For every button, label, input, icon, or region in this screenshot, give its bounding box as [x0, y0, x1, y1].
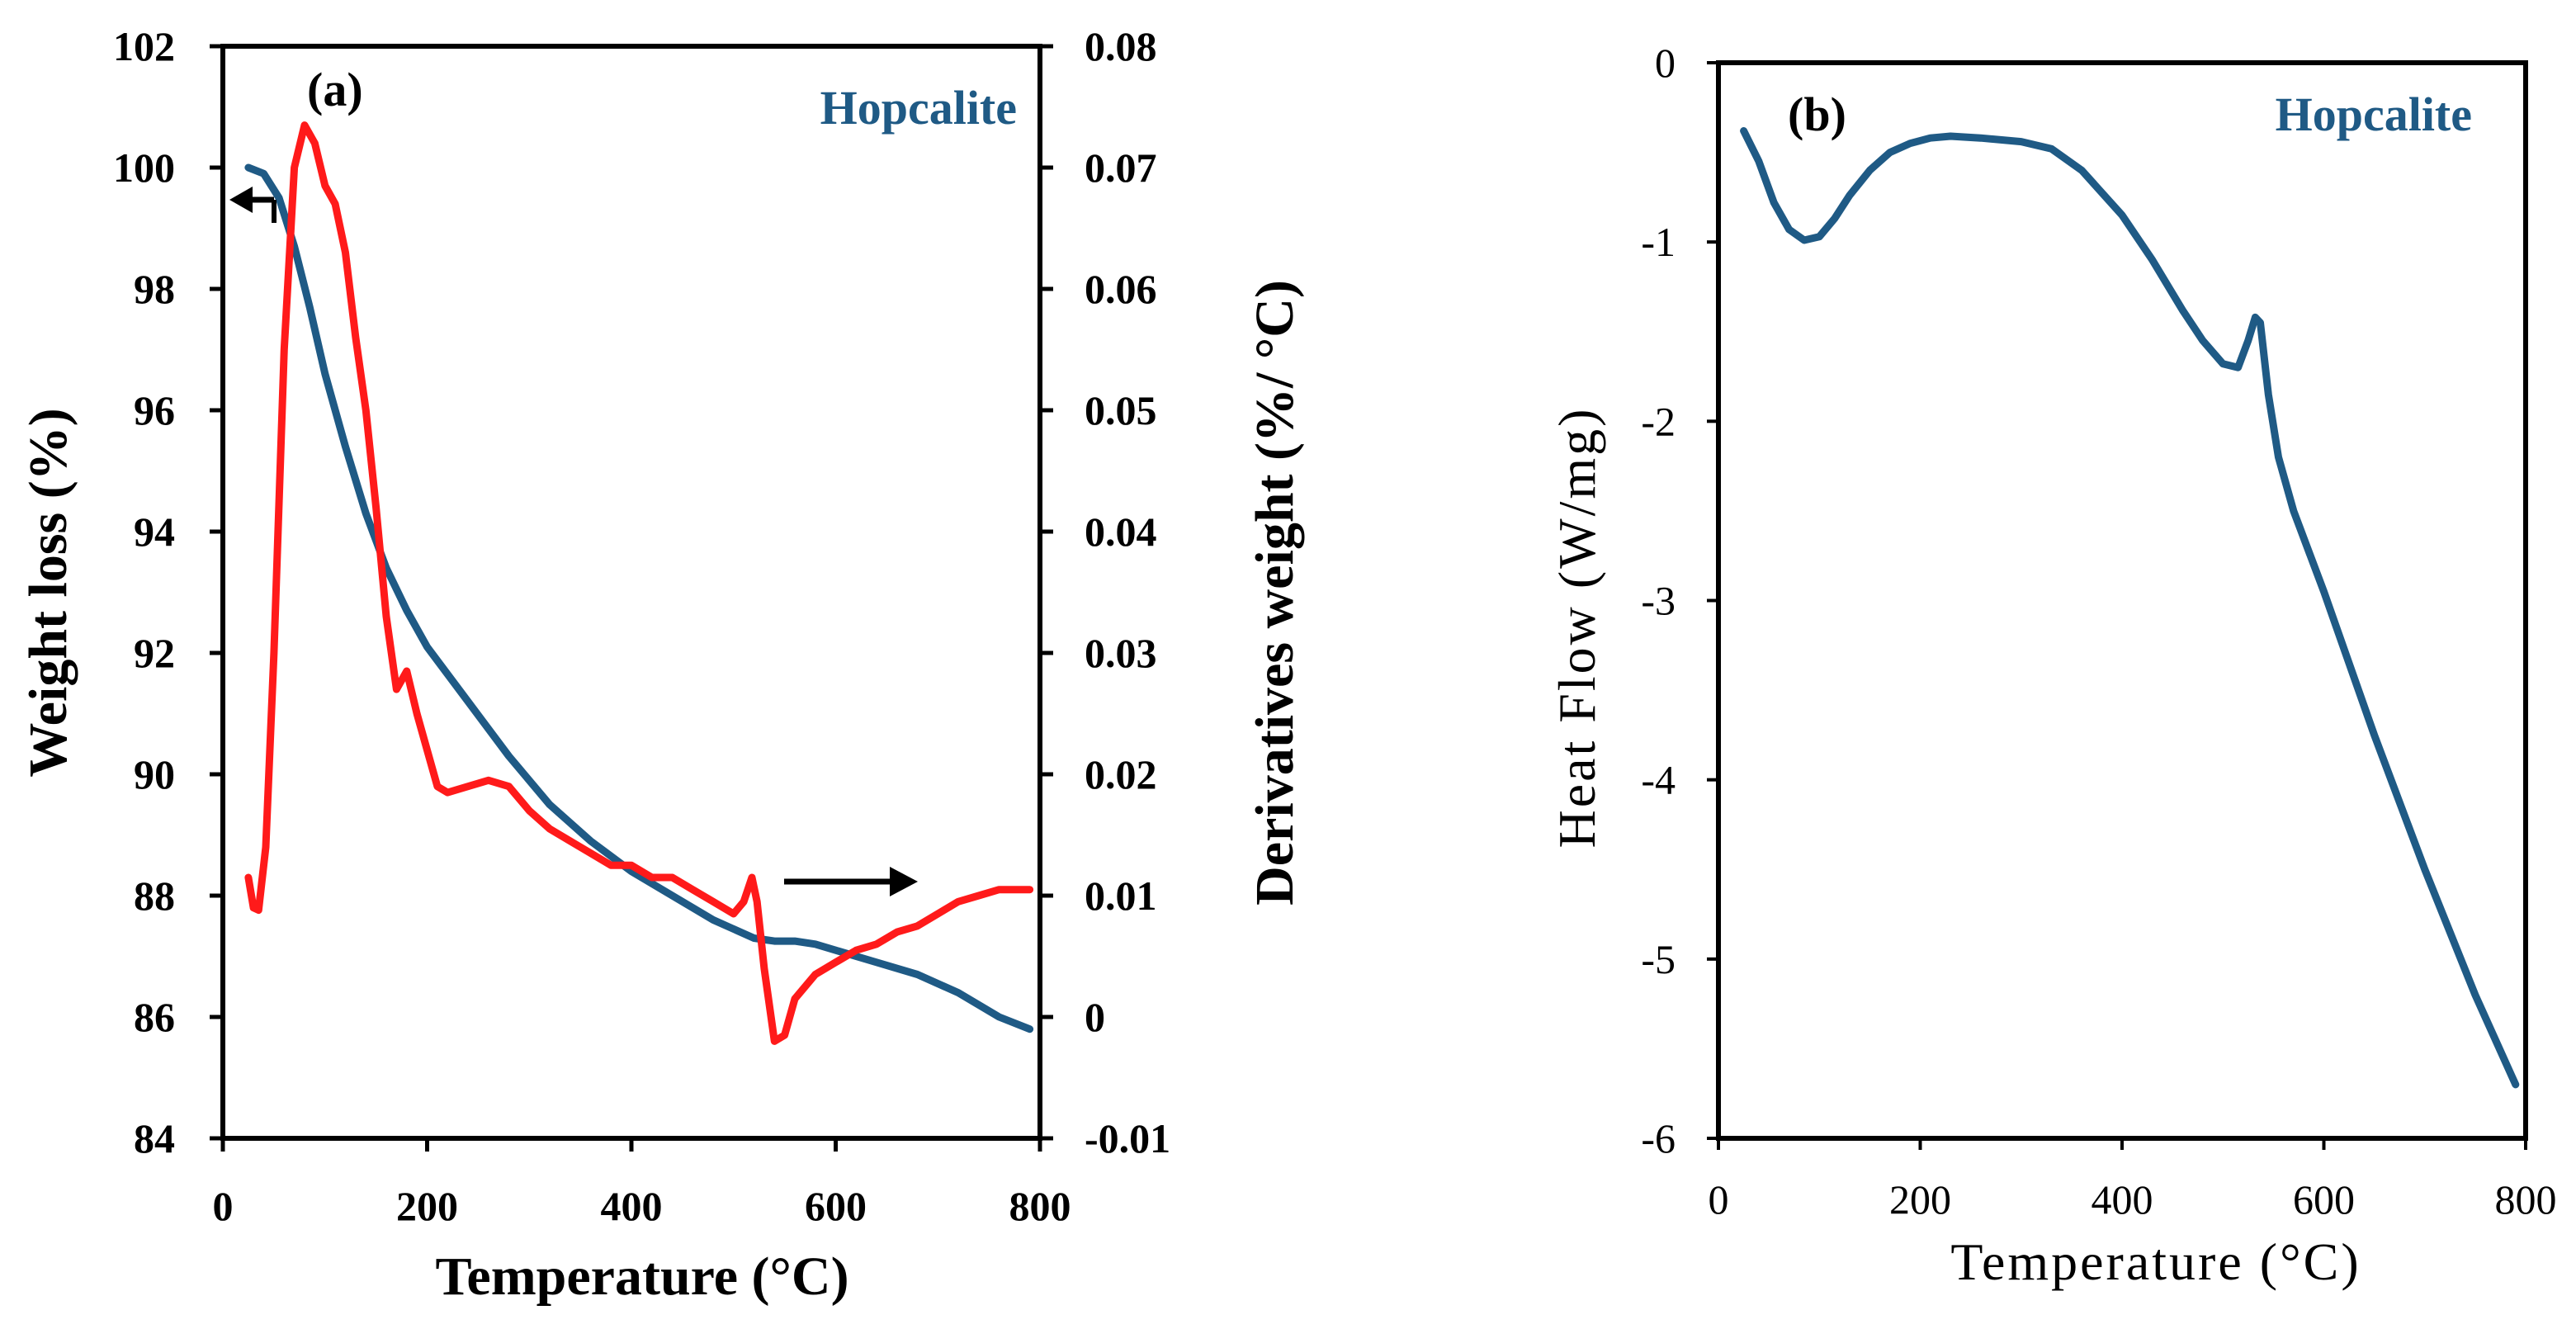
panel-a-y2-tick-label: 0.06: [1085, 266, 1157, 312]
panel-a-y2-tick-label: 0.04: [1085, 508, 1157, 555]
panel-a-y-tick-label: 100: [113, 144, 175, 191]
panel-a-left-axis-arrow: [229, 187, 277, 223]
panel-a-y-tick-label: 88: [134, 873, 175, 919]
panel-b-heat-flow-line: [1740, 127, 2520, 1089]
panel-a-y-tick-label: 92: [134, 630, 175, 676]
panel-a-x-axis-title: Temperature (°C): [435, 1246, 848, 1307]
panel-a-y2-tick-label: 0.05: [1085, 387, 1157, 433]
panel-a-series: [244, 121, 1034, 1045]
panel-a-y2-tick-label: 0.03: [1085, 630, 1157, 676]
panel-a-y-axis-title: Weight loss (%): [18, 408, 78, 777]
panel-a-y-ticks: 84 86 88 90 92 94 96 98 100 102: [113, 23, 223, 1161]
panel-b-x-tick-label: 0: [1709, 1176, 1729, 1223]
panel-a-y2-tick-label: 0: [1085, 994, 1105, 1040]
panel-a-y-tick-label: 96: [134, 387, 175, 433]
panel-b-x-tick-label: 200: [1889, 1176, 1951, 1223]
panel-b-sample-label: Hopcalite: [2276, 87, 2472, 141]
panel-a-x-tick-label: 400: [601, 1183, 663, 1229]
panel-b-plot-frame: [1716, 60, 2528, 1141]
panel-a-label: (a): [307, 63, 363, 116]
panel-b-y-axis-title: Heat Flow (W/mg): [1548, 407, 1606, 849]
panel-b-x-ticks: 0 200 400 600 800: [1709, 1138, 2557, 1223]
panel-a-y-tick-label: 98: [134, 266, 175, 312]
panel-a-x-tick-label: 600: [805, 1183, 867, 1229]
panel-a-derivative-line: [244, 121, 1034, 1045]
panel-b-y-tick-label: -2: [1641, 398, 1676, 444]
panel-b-heat-flow-chart: 0 200 400 600 800 0 -1 -2 -3 -4 -5 -6 (b) Hopcalit…: [1548, 40, 2557, 1291]
panel-a-right-axis-arrow: [784, 867, 918, 896]
panel-b-series: [1740, 127, 2520, 1089]
panel-b-y-tick-label: -6: [1641, 1115, 1676, 1161]
panel-b-x-tick-label: 600: [2293, 1176, 2355, 1223]
panel-a-weight-loss-line: [244, 163, 1034, 1033]
panel-a-y-tick-label: 84: [134, 1115, 175, 1161]
panel-a-y-tick-label: 86: [134, 994, 175, 1040]
panel-a-x-tick-label: 200: [396, 1183, 458, 1229]
panel-b-x-axis-title: Temperature (°C): [1950, 1232, 2361, 1291]
panel-a-y2-tick-label: -0.01: [1085, 1115, 1170, 1161]
panel-a-y-tick-label: 102: [113, 23, 175, 69]
panel-a-tga-chart: 0 200 400 600 800 84 86 88 90 92 94 96 98 100 102 -0.…: [18, 23, 1305, 1307]
panel-a-x-tick-label: 800: [1009, 1183, 1071, 1229]
panel-a-x-ticks: 0 200 400 600 800: [213, 1138, 1071, 1229]
panel-a-y-tick-label: 90: [134, 751, 175, 797]
panel-a-y2-tick-label: 0.07: [1085, 144, 1157, 191]
panel-b-y-tick-label: -5: [1641, 936, 1676, 982]
panel-b-y-tick-label: -4: [1641, 757, 1676, 803]
panel-a-y-tick-label: 94: [134, 508, 175, 555]
panel-a-x-tick-label: 0: [213, 1183, 234, 1229]
panel-b-y-tick-label: 0: [1655, 40, 1676, 86]
panel-a-y2-ticks: -0.01 0 0.01 0.02 0.03 0.04 0.05 0.06 0.07 0.08: [1040, 23, 1170, 1161]
panel-a-y2-axis-title: Derivatives weight (%/ °C): [1245, 280, 1305, 906]
panel-b-label: (b): [1788, 87, 1846, 141]
panel-b-y-ticks: 0 -1 -2 -3 -4 -5 -6: [1641, 40, 1718, 1161]
panel-a-y2-tick-label: 0.01: [1085, 873, 1157, 919]
panel-a-sample-label: Hopcalite: [820, 81, 1017, 135]
panel-b-x-tick-label: 800: [2495, 1176, 2557, 1223]
panel-b-x-tick-label: 400: [2092, 1176, 2153, 1223]
panel-b-y-tick-label: -3: [1641, 578, 1676, 624]
panel-a-y2-tick-label: 0.02: [1085, 751, 1157, 797]
panel-a-y2-tick-label: 0.08: [1085, 23, 1157, 69]
panel-b-y-tick-label: -1: [1641, 219, 1676, 265]
